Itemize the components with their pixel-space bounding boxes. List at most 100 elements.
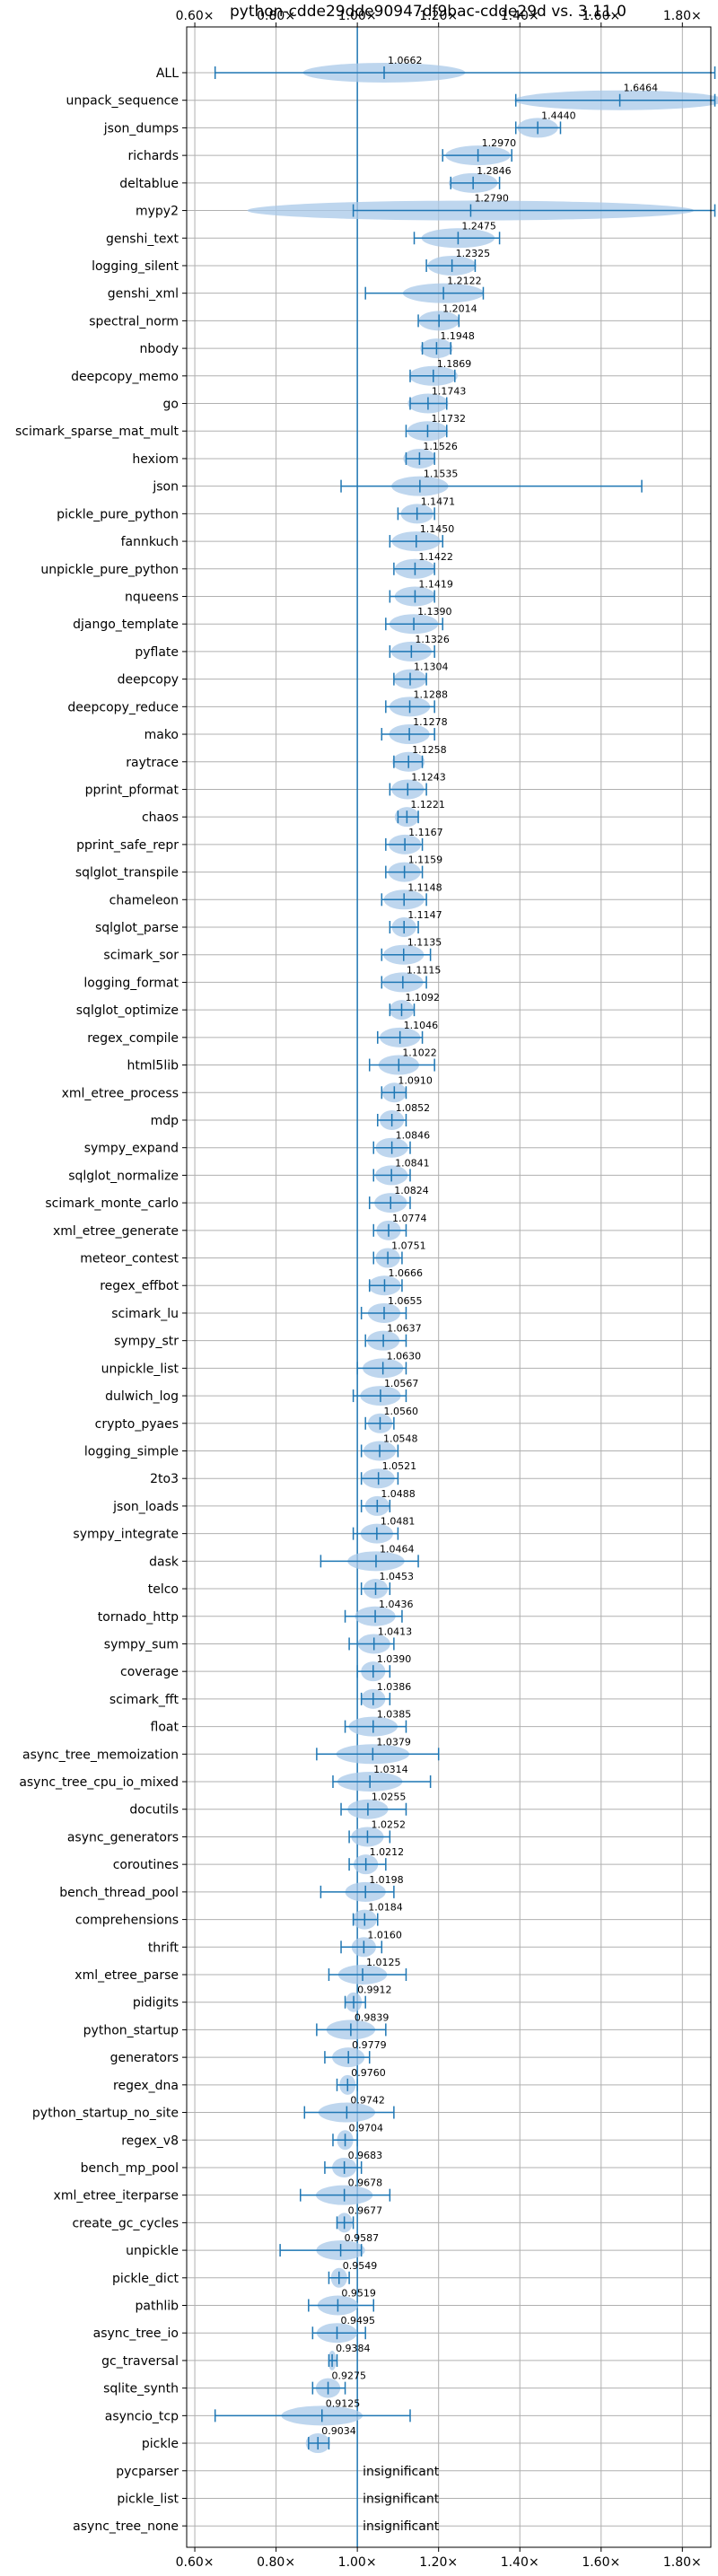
- value-label: 1.2122: [447, 276, 482, 287]
- benchmark-label: django_template: [73, 618, 179, 632]
- value-label: 0.9912: [357, 1985, 392, 1996]
- value-label: 1.2846: [477, 165, 512, 177]
- plot-frame: [186, 26, 712, 2548]
- benchmark-label: sqlglot_parse: [95, 921, 179, 935]
- benchmark-label: scimark_sor: [103, 949, 179, 963]
- value-label: 1.1743: [432, 386, 467, 398]
- benchmark-label: chameleon: [109, 893, 179, 907]
- benchmark-label: telco: [148, 1582, 179, 1597]
- value-label: 1.0464: [380, 1543, 415, 1555]
- value-label: 1.1450: [420, 523, 455, 535]
- benchmark-label: mdp: [151, 1114, 180, 1128]
- value-label: 0.9704: [349, 2122, 384, 2134]
- value-label: 1.1288: [414, 688, 449, 700]
- benchmark-label: unpickle_pure_python: [40, 563, 179, 577]
- benchmark-label: docutils: [129, 1803, 179, 1818]
- benchmark-label: comprehensions: [75, 1914, 179, 1928]
- value-label: 1.1869: [437, 358, 471, 370]
- value-label: 1.1326: [415, 634, 450, 645]
- top-tick-label: 1.40×: [501, 9, 539, 23]
- benchmark-label: hexiom: [132, 452, 179, 467]
- label-layer: 1.0662 1.6464 1.4440 1.2970 1.2846 1.2790 1.24…: [321, 55, 658, 2534]
- top-tick-label: 1.60×: [582, 9, 620, 23]
- bottom-tick-label: 0.80×: [257, 2555, 295, 2570]
- value-label: 0.9587: [345, 2232, 380, 2244]
- value-label: 1.0910: [398, 1074, 433, 1086]
- benchmark-label: scimark_sparse_mat_mult: [15, 425, 179, 439]
- value-label: 1.0436: [379, 1599, 414, 1610]
- value-label: 1.0666: [388, 1267, 423, 1279]
- benchmark-label: deepcopy_reduce: [67, 700, 179, 714]
- value-label: 1.1419: [418, 578, 453, 590]
- grid-layer: [187, 27, 711, 2547]
- value-label: 1.1304: [414, 662, 449, 673]
- value-label: 1.0567: [384, 1378, 419, 1389]
- insignificant-label: insignificant: [363, 2465, 440, 2479]
- benchmark-label: gc_traversal: [101, 2354, 179, 2369]
- benchmark-label: dask: [149, 1555, 180, 1569]
- bottom-tick-label: 0.60×: [176, 2555, 215, 2570]
- benchmark-label: logging_simple: [84, 1445, 179, 1459]
- benchmark-label: async_tree_cpu_io_mixed: [19, 1775, 179, 1790]
- benchmark-label: unpickle_list: [101, 1362, 180, 1376]
- benchmark-label: pickle: [142, 2437, 179, 2451]
- benchmark-label: pickle_list: [117, 2492, 179, 2506]
- benchmark-label: ALL: [156, 66, 179, 81]
- value-label: 1.4440: [541, 110, 576, 121]
- top-tick-label: 0.80×: [257, 9, 295, 23]
- benchmark-label: pprint_pformat: [85, 783, 180, 797]
- benchmark-label: sqlglot_optimize: [76, 1003, 179, 1018]
- value-label: 1.1471: [421, 495, 456, 507]
- benchmark-label: pidigits: [133, 1996, 179, 2011]
- benchmark-label: regex_v8: [121, 2134, 179, 2148]
- value-label: 1.0481: [381, 1516, 416, 1528]
- benchmark-label: json_loads: [112, 1500, 179, 1514]
- value-label: 0.9678: [348, 2177, 383, 2189]
- benchmark-label: python_startup_no_site: [32, 2107, 179, 2121]
- benchmark-label: deepcopy_memo: [71, 370, 179, 384]
- benchmark-label: async_tree_memoization: [22, 1748, 179, 1762]
- benchmark-label: richards: [128, 149, 180, 163]
- benchmark-label: async_tree_io: [93, 2326, 179, 2341]
- insignificant-label: insignificant: [363, 2519, 440, 2534]
- value-label: 1.1221: [410, 799, 445, 810]
- bottom-tick-label: 1.20×: [419, 2555, 458, 2570]
- value-label: 1.0413: [378, 1625, 413, 1637]
- value-label: 0.9839: [355, 2011, 390, 2023]
- benchmark-label: spectral_norm: [89, 314, 179, 329]
- value-label: 1.1092: [405, 992, 440, 1003]
- benchmark-label: create_gc_cycles: [72, 2216, 179, 2230]
- value-label: 0.9683: [348, 2150, 383, 2161]
- benchmark-label: float: [151, 1721, 180, 1735]
- value-label: 1.1535: [424, 469, 459, 480]
- value-label: 1.1046: [404, 1020, 439, 1031]
- benchmark-label: regex_dna: [113, 2079, 179, 2093]
- benchmark-label: regex_effbot: [100, 1279, 179, 1293]
- value-label: 1.0386: [377, 1681, 412, 1693]
- benchmark-label: sympy_integrate: [73, 1528, 179, 1542]
- benchmark-label: pickle_pure_python: [57, 507, 179, 521]
- value-label: 1.0125: [366, 1957, 401, 1968]
- bottom-tick-label: 1.60×: [582, 2555, 620, 2570]
- value-label: 1.0630: [387, 1350, 422, 1362]
- benchmark-label: scimark_fft: [109, 1693, 180, 1707]
- value-label: 0.9034: [321, 2425, 356, 2437]
- value-label: 1.6464: [624, 83, 659, 94]
- value-label: 1.0453: [380, 1571, 415, 1582]
- benchmark-label: chaos: [142, 810, 179, 825]
- value-label: 1.0184: [368, 1902, 403, 1914]
- benchmark-label: thrift: [148, 1941, 180, 1955]
- benchmark-label: coroutines: [113, 1858, 179, 1872]
- value-label: 1.0655: [388, 1295, 423, 1307]
- value-label: 0.9677: [348, 2204, 383, 2216]
- top-tick-label: 1.00×: [338, 9, 377, 23]
- benchmark-label: tornado_http: [98, 1610, 179, 1625]
- value-label: 1.1948: [440, 330, 474, 342]
- benchmark-label: unpack_sequence: [66, 94, 179, 109]
- value-label: 1.1390: [417, 606, 452, 618]
- benchmark-label: genshi_xml: [108, 287, 179, 302]
- benchmark-label: bench_thread_pool: [59, 1886, 179, 1900]
- value-label: 1.1526: [423, 441, 458, 452]
- value-label: 1.0774: [392, 1213, 427, 1224]
- benchmark-label: regex_compile: [87, 1031, 179, 1046]
